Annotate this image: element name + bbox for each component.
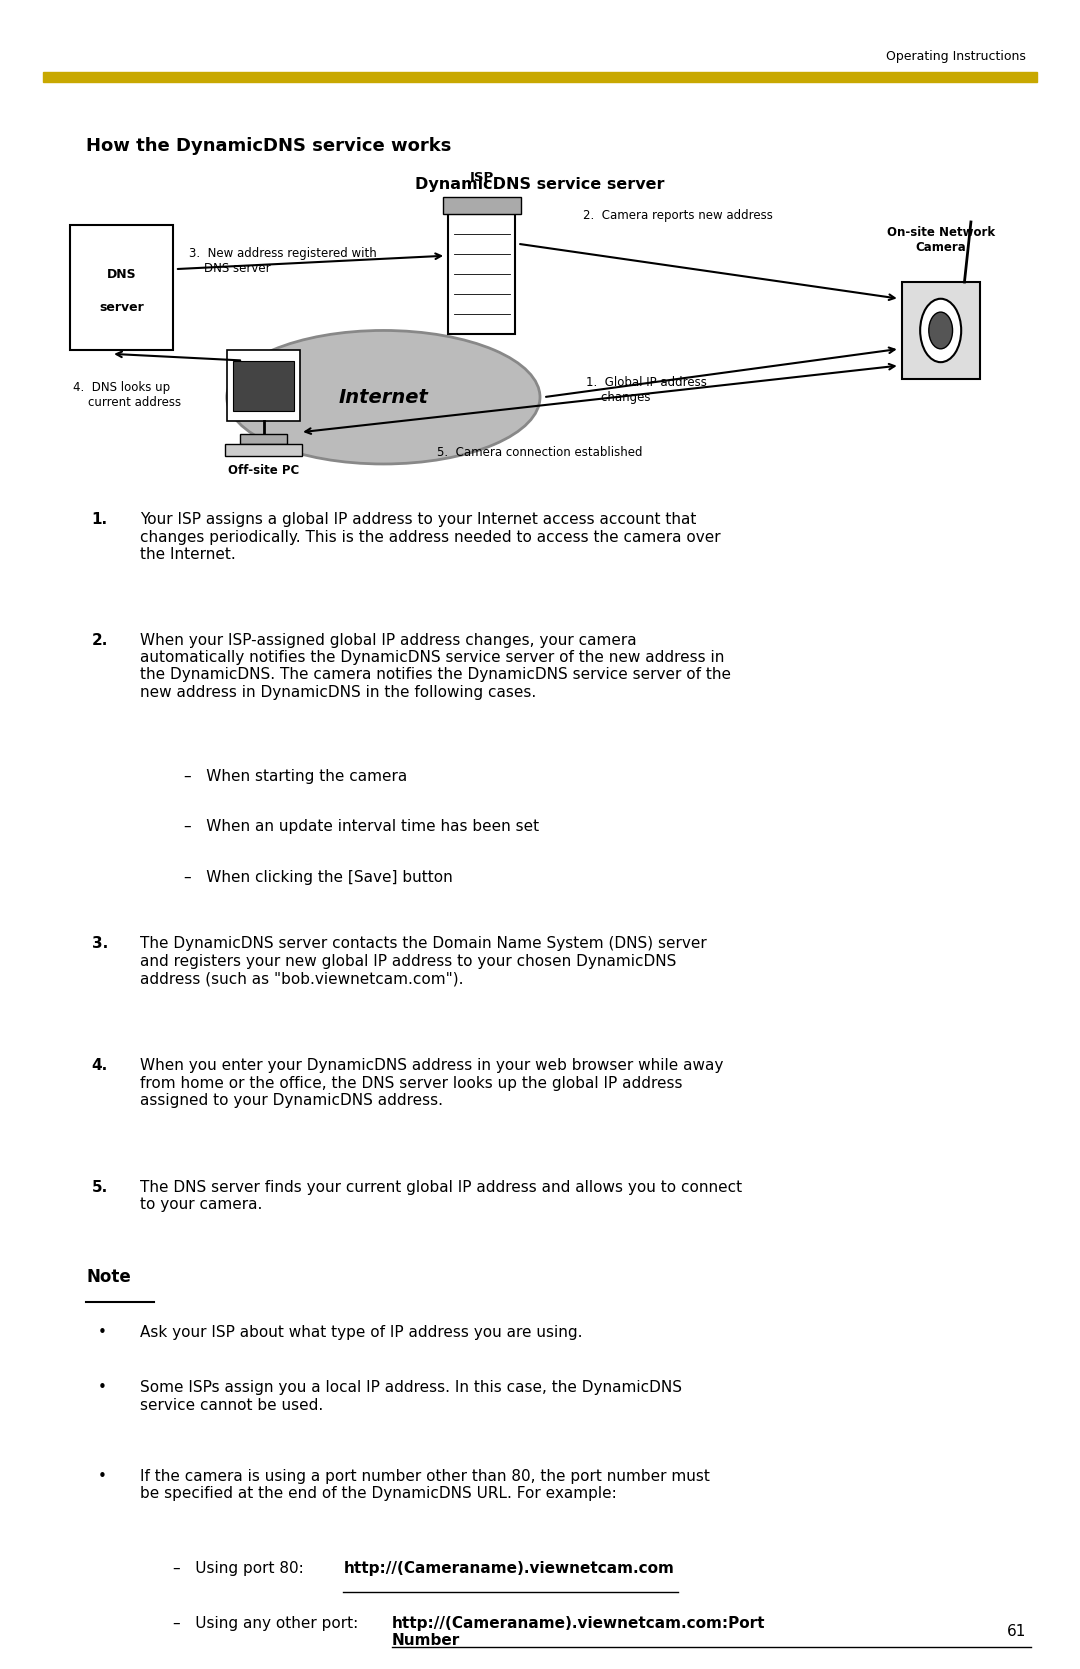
Text: 3.: 3.	[92, 936, 108, 951]
Text: Internet: Internet	[338, 387, 429, 407]
Bar	[225, 444, 302, 456]
Text: The DNS server finds your current global IP address and allows you to connect
to: The DNS server finds your current global…	[140, 1180, 743, 1212]
Text: 2.: 2.	[92, 633, 108, 648]
Text: How the DynamicDNS service works: How the DynamicDNS service works	[86, 137, 451, 155]
Text: •: •	[98, 1325, 107, 1340]
FancyBboxPatch shape	[70, 225, 173, 350]
Text: •: •	[98, 1380, 107, 1395]
Text: –   Using any other port:: – Using any other port:	[173, 1616, 363, 1631]
Text: –   Using port 80:: – Using port 80:	[173, 1561, 309, 1576]
Text: server: server	[99, 302, 144, 314]
Text: –   When starting the camera: – When starting the camera	[184, 769, 407, 784]
FancyBboxPatch shape	[443, 197, 521, 214]
Bar	[233, 361, 294, 411]
Bar	[43, 72, 1037, 82]
Text: 5.  Camera connection established: 5. Camera connection established	[437, 446, 643, 459]
Text: 3.  New address registered with
    DNS server: 3. New address registered with DNS serve…	[189, 247, 377, 275]
Text: If the camera is using a port number other than 80, the port number must
be spec: If the camera is using a port number oth…	[140, 1469, 711, 1500]
Bar	[902, 282, 980, 379]
FancyBboxPatch shape	[70, 225, 173, 350]
Text: 5.: 5.	[92, 1180, 108, 1195]
Text: Off-site PC: Off-site PC	[228, 464, 299, 477]
Text: 2.  Camera reports new address: 2. Camera reports new address	[583, 209, 773, 222]
Text: DynamicDNS service server: DynamicDNS service server	[415, 177, 665, 192]
Text: http://(Cameraname).viewnetcam.com:Port
Number: http://(Cameraname).viewnetcam.com:Port …	[392, 1616, 766, 1647]
Text: When your ISP-assigned global IP address changes, your camera
automatically noti: When your ISP-assigned global IP address…	[140, 633, 731, 699]
Circle shape	[920, 299, 961, 362]
Text: 4.  DNS looks up
    current address: 4. DNS looks up current address	[73, 381, 181, 409]
Bar	[448, 214, 515, 334]
Text: 4.: 4.	[92, 1058, 108, 1073]
Text: DNS: DNS	[107, 269, 136, 280]
Circle shape	[929, 312, 953, 349]
Text: Note: Note	[86, 1268, 131, 1287]
Text: 1.  Global IP address
    changes: 1. Global IP address changes	[586, 376, 707, 404]
Text: ISP: ISP	[470, 170, 494, 184]
Text: 61: 61	[1007, 1624, 1026, 1639]
Ellipse shape	[227, 330, 540, 464]
Text: Operating Instructions: Operating Instructions	[886, 50, 1026, 63]
Text: When you enter your DynamicDNS address in your web browser while away
from home : When you enter your DynamicDNS address i…	[140, 1058, 724, 1108]
Text: Ask your ISP about what type of IP address you are using.: Ask your ISP about what type of IP addre…	[140, 1325, 583, 1340]
Text: Your ISP assigns a global IP address to your Internet access account that
change: Your ISP assigns a global IP address to …	[140, 512, 721, 562]
Text: http://(Cameraname).viewnetcam.com: http://(Cameraname).viewnetcam.com	[343, 1561, 674, 1576]
Text: The DynamicDNS server contacts the Domain Name System (DNS) server
and registers: The DynamicDNS server contacts the Domai…	[140, 936, 707, 986]
Text: •: •	[98, 1469, 107, 1484]
Bar	[227, 350, 300, 421]
Text: On-site Network
Camera: On-site Network Camera	[887, 225, 995, 254]
Text: 1.: 1.	[92, 512, 108, 527]
Text: Some ISPs assign you a local IP address. In this case, the DynamicDNS
service ca: Some ISPs assign you a local IP address.…	[140, 1380, 683, 1412]
Text: –   When clicking the [Save] button: – When clicking the [Save] button	[184, 870, 453, 885]
Bar	[240, 434, 287, 444]
Text: –   When an update interval time has been set: – When an update interval time has been …	[184, 819, 539, 834]
